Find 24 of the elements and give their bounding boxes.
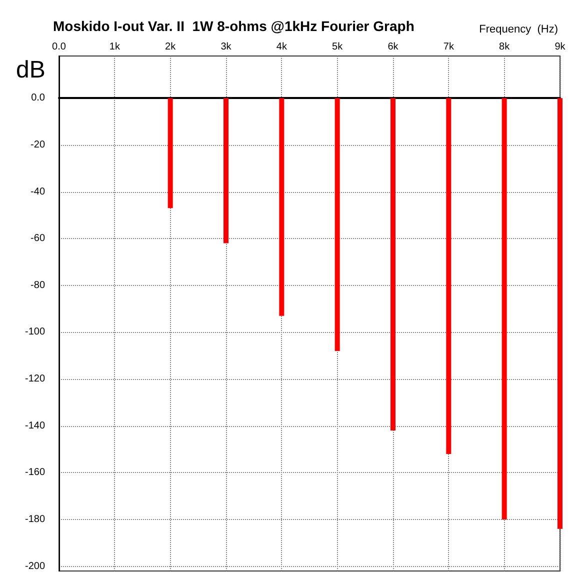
y-axis-title: dB [16,56,46,84]
y-tick-label: -100 [24,326,46,338]
chart-title: Moskido I-out Var. II 1W 8-ohms @1kHz Fourier Graph [53,18,414,34]
x-axis-title: Frequency (Hz) [479,24,558,36]
y-tick-label: -20 [30,139,46,150]
y-tick-label: -60 [30,233,46,244]
x-tick-label: 8k [499,42,511,52]
y-tick-label: -160 [24,467,46,478]
x-tick-label: 4k [276,42,288,52]
y-tick-label: -80 [30,280,46,291]
x-tick-label: 7k [443,42,455,52]
x-tick-label: 1k [109,42,121,52]
y-tick-label: -120 [24,374,46,385]
x-tick-label: 6k [388,42,400,52]
x-tick-label: 9k [554,42,566,52]
x-tick-label: 0.0 [52,42,66,52]
y-tick-label: -200 [24,560,46,572]
y-tick-label: 0.0 [31,92,46,104]
y-tick-label: -40 [30,186,46,198]
y-tick-label: -140 [24,420,46,432]
x-tick-label: 2k [165,42,177,52]
x-tick-label: 5k [332,42,344,52]
y-tick-label: -180 [24,514,46,525]
x-tick-label: 3k [220,42,232,52]
